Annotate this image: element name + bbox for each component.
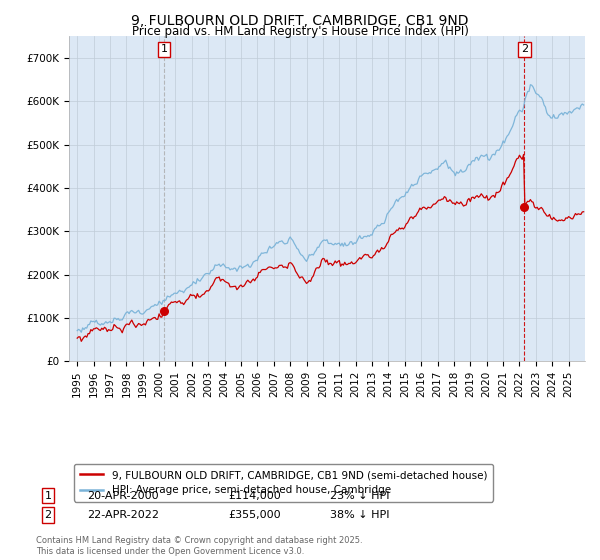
- Text: 20-APR-2000: 20-APR-2000: [87, 491, 158, 501]
- Legend: 9, FULBOURN OLD DRIFT, CAMBRIDGE, CB1 9ND (semi-detached house), HPI: Average pr: 9, FULBOURN OLD DRIFT, CAMBRIDGE, CB1 9N…: [74, 464, 493, 502]
- Text: 9, FULBOURN OLD DRIFT, CAMBRIDGE, CB1 9ND: 9, FULBOURN OLD DRIFT, CAMBRIDGE, CB1 9N…: [131, 14, 469, 28]
- Text: 2: 2: [44, 510, 52, 520]
- Text: 1: 1: [161, 44, 167, 54]
- Text: £355,000: £355,000: [228, 510, 281, 520]
- Text: 23% ↓ HPI: 23% ↓ HPI: [330, 491, 389, 501]
- Text: 22-APR-2022: 22-APR-2022: [87, 510, 159, 520]
- Text: Contains HM Land Registry data © Crown copyright and database right 2025.
This d: Contains HM Land Registry data © Crown c…: [36, 536, 362, 556]
- Text: 38% ↓ HPI: 38% ↓ HPI: [330, 510, 389, 520]
- Text: £114,000: £114,000: [228, 491, 281, 501]
- Text: 2: 2: [521, 44, 528, 54]
- Text: 1: 1: [44, 491, 52, 501]
- Text: Price paid vs. HM Land Registry's House Price Index (HPI): Price paid vs. HM Land Registry's House …: [131, 25, 469, 38]
